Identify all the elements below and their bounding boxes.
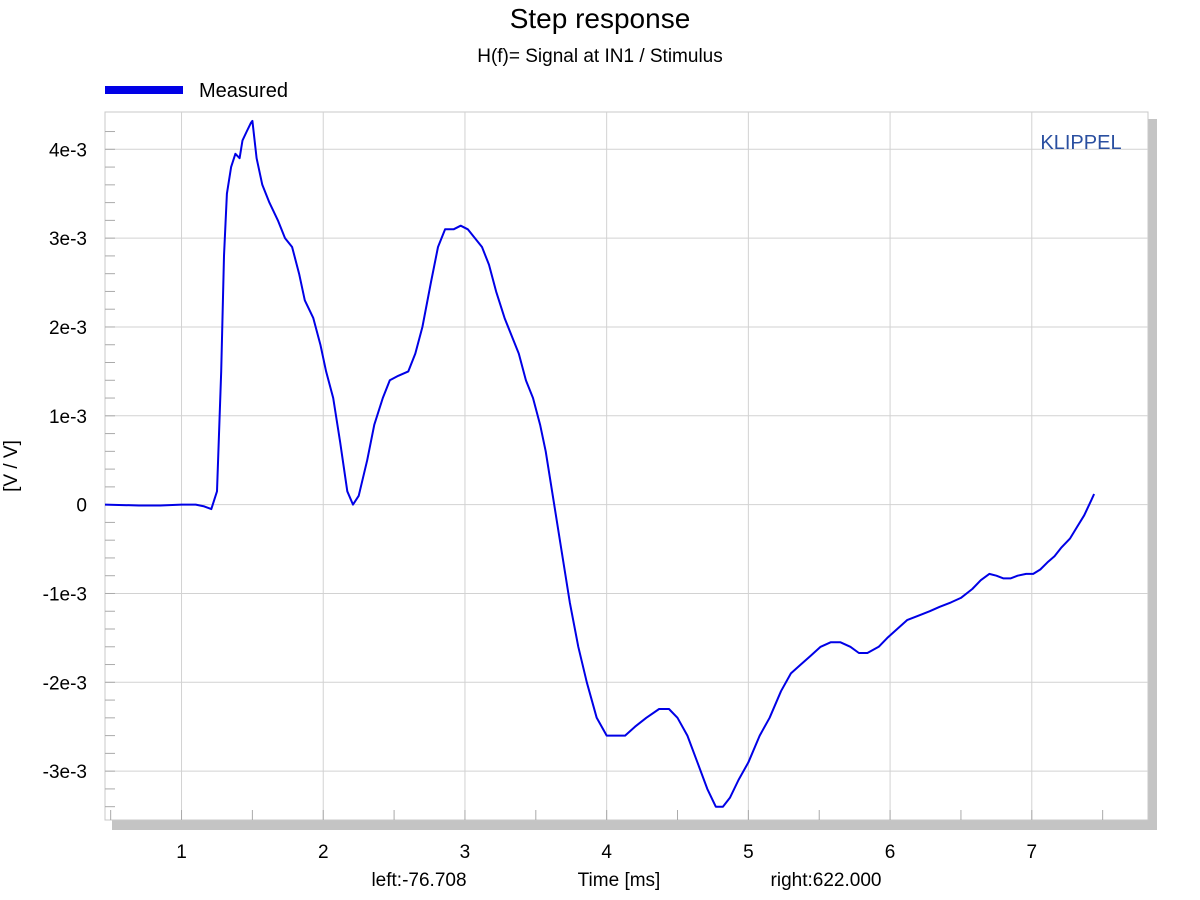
x-tick-labels: 1 2 3 4 5 6 7: [176, 842, 1037, 863]
y-tick-label: 1e-3: [49, 407, 87, 428]
y-tick-label: -2e-3: [43, 673, 87, 694]
x-tick-label: 7: [1027, 842, 1038, 863]
grid: [105, 112, 1148, 820]
x-tick-label: 6: [885, 842, 896, 863]
plot-shadow-bottom: [112, 820, 1157, 830]
y-tick-label: 2e-3: [49, 318, 87, 339]
plot-shadow-right: [1148, 119, 1157, 830]
x-tick-label: 3: [460, 842, 471, 863]
x-tick-label: 2: [318, 842, 329, 863]
y-axis-label: [V / V]: [1, 440, 22, 492]
x-tick-label: 1: [176, 842, 187, 863]
series-line-measured: [104, 119, 1096, 808]
y-tick-label: 0: [76, 496, 87, 517]
chart-subtitle: H(f)= Signal at IN1 / Stimulus: [477, 46, 723, 67]
chart-title: Step response: [510, 3, 691, 34]
legend-swatch-measured: [105, 86, 183, 94]
y-tick-label: -3e-3: [43, 762, 87, 783]
y-tick-label: 3e-3: [49, 229, 87, 250]
y-tick-labels: 4e-3 3e-3 2e-3 1e-3 0 -1e-3 -2e-3 -3e-3: [43, 140, 87, 783]
legend: Measured: [105, 80, 288, 102]
y-tick-label: -1e-3: [43, 584, 87, 605]
cursor-left-readout: left:-76.708: [371, 870, 466, 891]
minor-ticks: [105, 131, 1104, 820]
cursor-right-readout: right:622.000: [771, 870, 882, 891]
x-tick-label: 4: [601, 842, 612, 863]
klippel-watermark: KLIPPEL: [1040, 132, 1121, 154]
x-tick-label: 5: [743, 842, 754, 863]
y-tick-label: 4e-3: [49, 140, 87, 161]
legend-label-measured: Measured: [199, 80, 288, 102]
plot-area: [104, 111, 1149, 821]
x-axis-label: Time [ms]: [578, 870, 661, 891]
